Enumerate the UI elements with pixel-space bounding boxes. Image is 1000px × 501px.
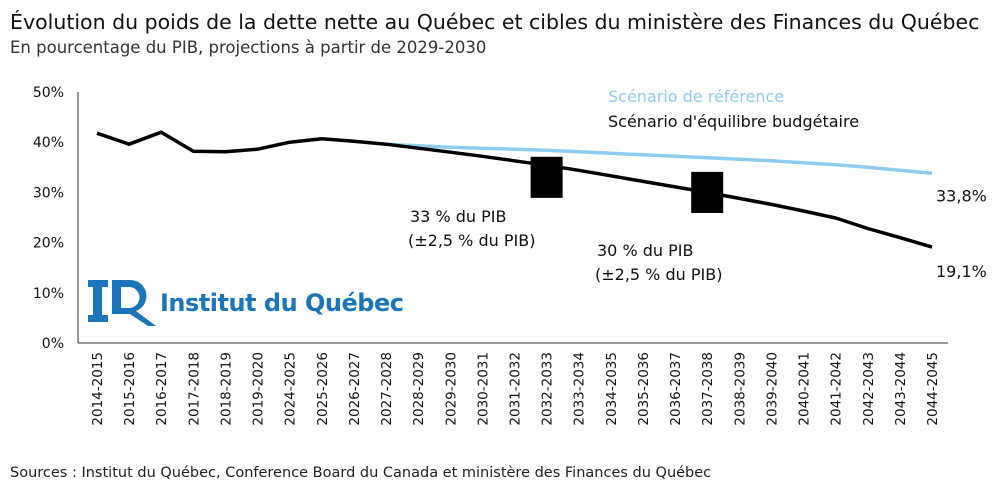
end-value-label: 33,8% [936, 186, 987, 205]
target-tolerance-label: (±2,5 % du PIB) [595, 265, 722, 284]
y-tick-label: 20% [33, 236, 64, 252]
target-range-marker [530, 156, 563, 198]
y-tick-label: 0% [42, 336, 64, 352]
y-tick-label: 40% [33, 135, 64, 151]
x-tick-label: 2017-2018 [186, 352, 202, 426]
x-tick-label: 2029-2030 [443, 352, 459, 426]
targets-group: 33 % du PIB (±2,5 % du PIB) 30 % du PIB (±2… [408, 156, 724, 284]
x-tick-label: 2016-2017 [154, 352, 170, 426]
y-tick-label: 10% [33, 286, 64, 302]
x-tick-label: 2019-2020 [251, 352, 267, 426]
x-tick-label: 2036-2037 [668, 352, 684, 426]
x-tick-label: 2032-2033 [540, 352, 556, 426]
x-tick-label: 2030-2031 [475, 352, 491, 426]
x-tick-label: 2026-2027 [347, 352, 363, 426]
y-axis: 0% 10% 20% 30% 40% 50% [33, 85, 64, 352]
x-tick-label: 2027-2028 [379, 352, 395, 426]
x-axis: 2014-2015 2015-2016 2016-2017 2017-2018 2018… [90, 352, 941, 426]
chart-subtitle: En pourcentage du PIB, projections à par… [10, 38, 486, 57]
x-tick-label: 2038-2039 [732, 352, 748, 426]
x-tick-label: 2043-2044 [893, 352, 909, 426]
x-tick-label: 2031-2032 [508, 352, 524, 426]
logo-text: Institut du Québec [160, 289, 403, 317]
x-tick-label: 2025-2026 [315, 352, 331, 426]
logo: Institut du Québec [88, 279, 404, 326]
x-tick-label: 2014-2015 [90, 352, 106, 426]
series-group: 33,8% 19,1% [96, 130, 987, 281]
series-line-reference [385, 142, 933, 176]
target-tolerance-label: (±2,5 % du PIB) [408, 231, 535, 250]
legend-reference: Scénario de référence [608, 87, 784, 106]
x-tick-label: 2018-2019 [218, 352, 234, 426]
x-tick-label: 2033-2034 [572, 352, 588, 426]
x-tick-label: 2041-2042 [829, 352, 845, 426]
x-tick-label: 2037-2038 [700, 352, 716, 426]
y-tick-label: 30% [33, 185, 64, 201]
x-tick-label: 2040-2041 [797, 352, 813, 426]
x-tick-label: 2039-2040 [764, 352, 780, 426]
series-line-balanced [96, 130, 933, 249]
x-tick-label: 2015-2016 [122, 352, 138, 426]
x-tick-label: 2042-2043 [861, 352, 877, 426]
target-label: 33 % du PIB [410, 207, 506, 226]
x-tick-label: 2028-2029 [411, 352, 427, 426]
x-tick-label: 2034-2035 [604, 352, 620, 426]
x-tick-label: 2024-2025 [283, 352, 299, 426]
y-tick-label: 50% [33, 85, 64, 101]
x-tick-label: 2044-2045 [925, 352, 941, 426]
iq-logo-mark [88, 279, 156, 326]
chart-title: Évolution du poids de la dette nette au … [10, 9, 979, 34]
target-range-marker [691, 171, 724, 213]
target-label: 30 % du PIB [597, 241, 693, 260]
end-value-label: 19,1% [936, 262, 987, 281]
source-note: Sources : Institut du Québec, Conference… [10, 465, 711, 481]
x-tick-label: 2035-2036 [636, 352, 652, 426]
legend-balanced: Scénario d'équilibre budgétaire [608, 112, 859, 131]
legend: Scénario de référence Scénario d'équilib… [608, 87, 859, 131]
